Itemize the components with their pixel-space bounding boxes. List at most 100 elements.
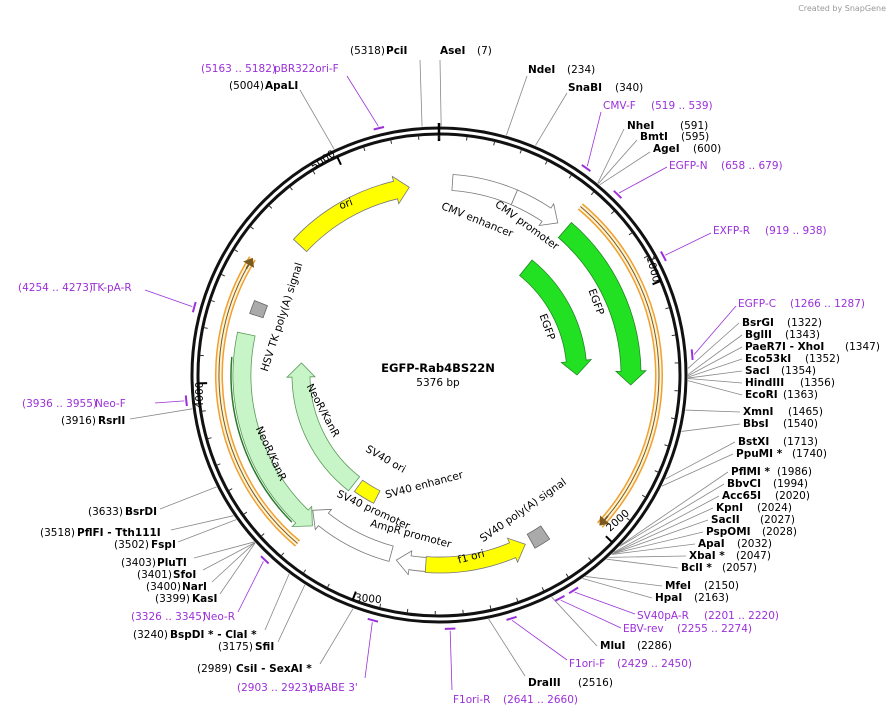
enzyme-name: BclI *: [681, 562, 712, 574]
primer-line: [586, 111, 602, 167]
enzyme-name: BglII: [745, 329, 772, 341]
enzyme-position: (1986): [777, 466, 812, 478]
enzyme-position: (2027): [760, 514, 795, 526]
feature-neo-line: [230, 356, 293, 523]
enzyme-line: [685, 409, 741, 413]
enzyme-position: (2047): [736, 550, 771, 562]
minor-tick: [243, 511, 248, 515]
enzyme-line: [612, 507, 714, 554]
primer-line: [665, 232, 712, 256]
enzyme-name: NdeI: [528, 64, 555, 76]
enzyme-line: [608, 555, 687, 558]
enzyme-position: (1994): [773, 478, 808, 490]
enzyme-line: [665, 441, 736, 480]
feature-egfp: [519, 259, 593, 376]
primer-mark: [581, 164, 592, 172]
enzyme-line: [613, 495, 720, 553]
minor-tick: [289, 186, 293, 191]
enzyme-name: PspOMI: [706, 526, 751, 538]
map-size: 5376 bp: [416, 377, 460, 389]
minor-tick: [590, 191, 595, 196]
primer-name: CMV-F: [603, 100, 636, 112]
enzyme-name: MluI: [600, 640, 625, 652]
enzyme-name: SacII: [711, 514, 740, 526]
minor-tick: [626, 517, 631, 521]
enzyme-line: [681, 423, 741, 432]
enzyme-position: (3175): [218, 641, 253, 653]
primer-name: TK-pA-R: [90, 282, 132, 294]
enzyme-position: (2024): [757, 502, 792, 514]
enzyme-line: [582, 578, 653, 599]
primer-name: EGFP-N: [669, 160, 708, 172]
primer-mark: [367, 617, 379, 623]
enzyme-line: [193, 541, 255, 559]
enzyme-name: BbvCI: [727, 478, 761, 490]
enzyme-position: (2286): [637, 640, 672, 652]
enzyme-position: (3401): [137, 569, 172, 581]
enzyme-position: (1363): [783, 389, 818, 401]
enzyme-name: DraIII: [528, 677, 561, 689]
enzyme-position: (3240): [133, 629, 168, 641]
enzyme-name: PaeR7I - XhoI: [745, 341, 824, 353]
feature-label: SV40 ori: [363, 443, 407, 476]
primer-mark: [660, 251, 667, 262]
minor-tick: [280, 552, 285, 557]
minor-tick: [664, 444, 669, 447]
enzyme-name: FspI: [151, 539, 176, 551]
primer-mark: [506, 615, 517, 621]
enzyme-line: [611, 543, 696, 555]
feature-label: SV40 poly(A) signal: [478, 476, 569, 545]
enzyme-name: AseI: [440, 45, 465, 57]
primer-line: [154, 400, 185, 404]
enzyme-name: ApaI: [698, 538, 725, 550]
enzyme-name: SfiI: [255, 641, 274, 653]
enzyme-position: (1740): [792, 448, 827, 460]
enzyme-name: XbaI *: [689, 550, 725, 562]
enzyme-line: [277, 584, 306, 643]
minor-tick: [390, 139, 393, 144]
primer-name: EGFP-C: [738, 298, 776, 310]
primer-mark: [373, 126, 385, 131]
minor-tick: [519, 149, 522, 154]
minor-tick: [312, 170, 316, 175]
feature-cmv-enhancer: [451, 174, 519, 206]
feature-cmv-promoter: [510, 189, 559, 227]
minor-tick: [541, 587, 545, 592]
minor-tick: [665, 307, 670, 310]
feature-egfp: [557, 221, 648, 386]
enzyme-line: [597, 128, 625, 184]
minor-tick: [363, 146, 366, 152]
enzyme-position: (3400): [146, 581, 181, 593]
primer-name: F1ori-R: [453, 694, 490, 706]
enzyme-name: BsrGI: [742, 317, 774, 329]
enzyme-name: BstXI: [738, 436, 769, 448]
minor-tick: [628, 232, 633, 236]
enzyme-name: KasI: [192, 593, 217, 605]
feature-f1-ori: [424, 537, 526, 574]
primer-mark: [568, 586, 579, 595]
enzyme-position: (1354): [781, 365, 816, 377]
enzyme-position: (3502): [114, 539, 149, 551]
enzyme-name: CsiI - SexAI *: [236, 663, 312, 675]
feature-label: ori: [337, 196, 354, 212]
minor-tick: [654, 470, 659, 473]
enzyme-position: (1352): [805, 353, 840, 365]
enzyme-position: (1356): [800, 377, 835, 389]
enzyme-position: (2989): [197, 663, 232, 675]
minor-tick: [516, 597, 519, 602]
minor-tick: [201, 410, 206, 412]
enzyme-line: [620, 471, 729, 546]
tick-mark: [336, 156, 342, 166]
primer-line: [144, 289, 193, 307]
minor-tick: [489, 605, 492, 610]
minor-tick: [326, 583, 330, 588]
enzyme-name: HpaI: [655, 592, 682, 604]
minor-tick: [302, 569, 307, 574]
tick-mark: [652, 279, 662, 286]
enzyme-line: [202, 542, 256, 571]
enzyme-position: (2516): [578, 677, 613, 689]
enzyme-position: (5318): [350, 45, 385, 57]
primer-name: SV40pA-R: [637, 610, 689, 622]
minor-tick: [406, 608, 409, 613]
minor-tick: [220, 273, 225, 277]
